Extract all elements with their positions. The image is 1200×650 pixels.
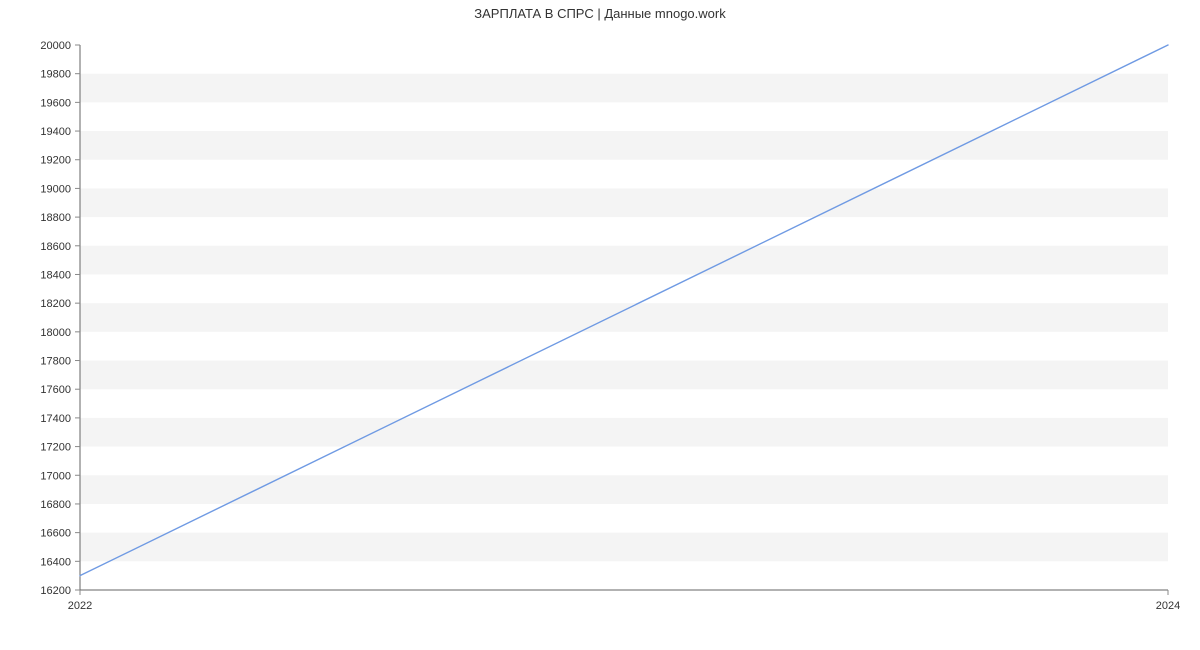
y-tick-label: 17800	[40, 356, 71, 368]
y-tick-label: 19800	[40, 69, 71, 81]
y-tick-label: 17400	[40, 413, 71, 425]
y-tick-label: 16600	[40, 528, 71, 540]
x-tick-label: 2024	[1156, 600, 1180, 612]
y-tick-label: 18200	[40, 298, 71, 310]
y-tick-label: 17000	[40, 470, 71, 482]
y-tick-label: 19400	[40, 126, 71, 138]
y-tick-label: 18000	[40, 327, 71, 339]
y-tick-label: 20000	[40, 40, 71, 52]
y-tick-label: 19600	[40, 97, 71, 109]
y-tick-label: 16400	[40, 556, 71, 568]
y-tick-label: 16200	[40, 585, 71, 597]
y-tick-label: 17600	[40, 384, 71, 396]
y-tick-label: 17200	[40, 442, 71, 454]
y-tick-label: 18600	[40, 241, 71, 253]
chart-title: ЗАРПЛАТА В СПРС | Данные mnogo.work	[0, 6, 1200, 21]
y-tick-label: 16800	[40, 499, 71, 511]
y-tick-label: 19200	[40, 155, 71, 167]
y-tick-label: 19000	[40, 183, 71, 195]
y-tick-label: 18800	[40, 212, 71, 224]
y-tick-label: 18400	[40, 269, 71, 281]
chart-svg: 16200 16400 16600 16800 17000 17200 17400 17600…	[0, 0, 1200, 650]
salary-line-chart: ЗАРПЛАТА В СПРС | Данные mnogo.work 1620…	[0, 0, 1200, 650]
x-tick-label: 2022	[68, 600, 92, 612]
